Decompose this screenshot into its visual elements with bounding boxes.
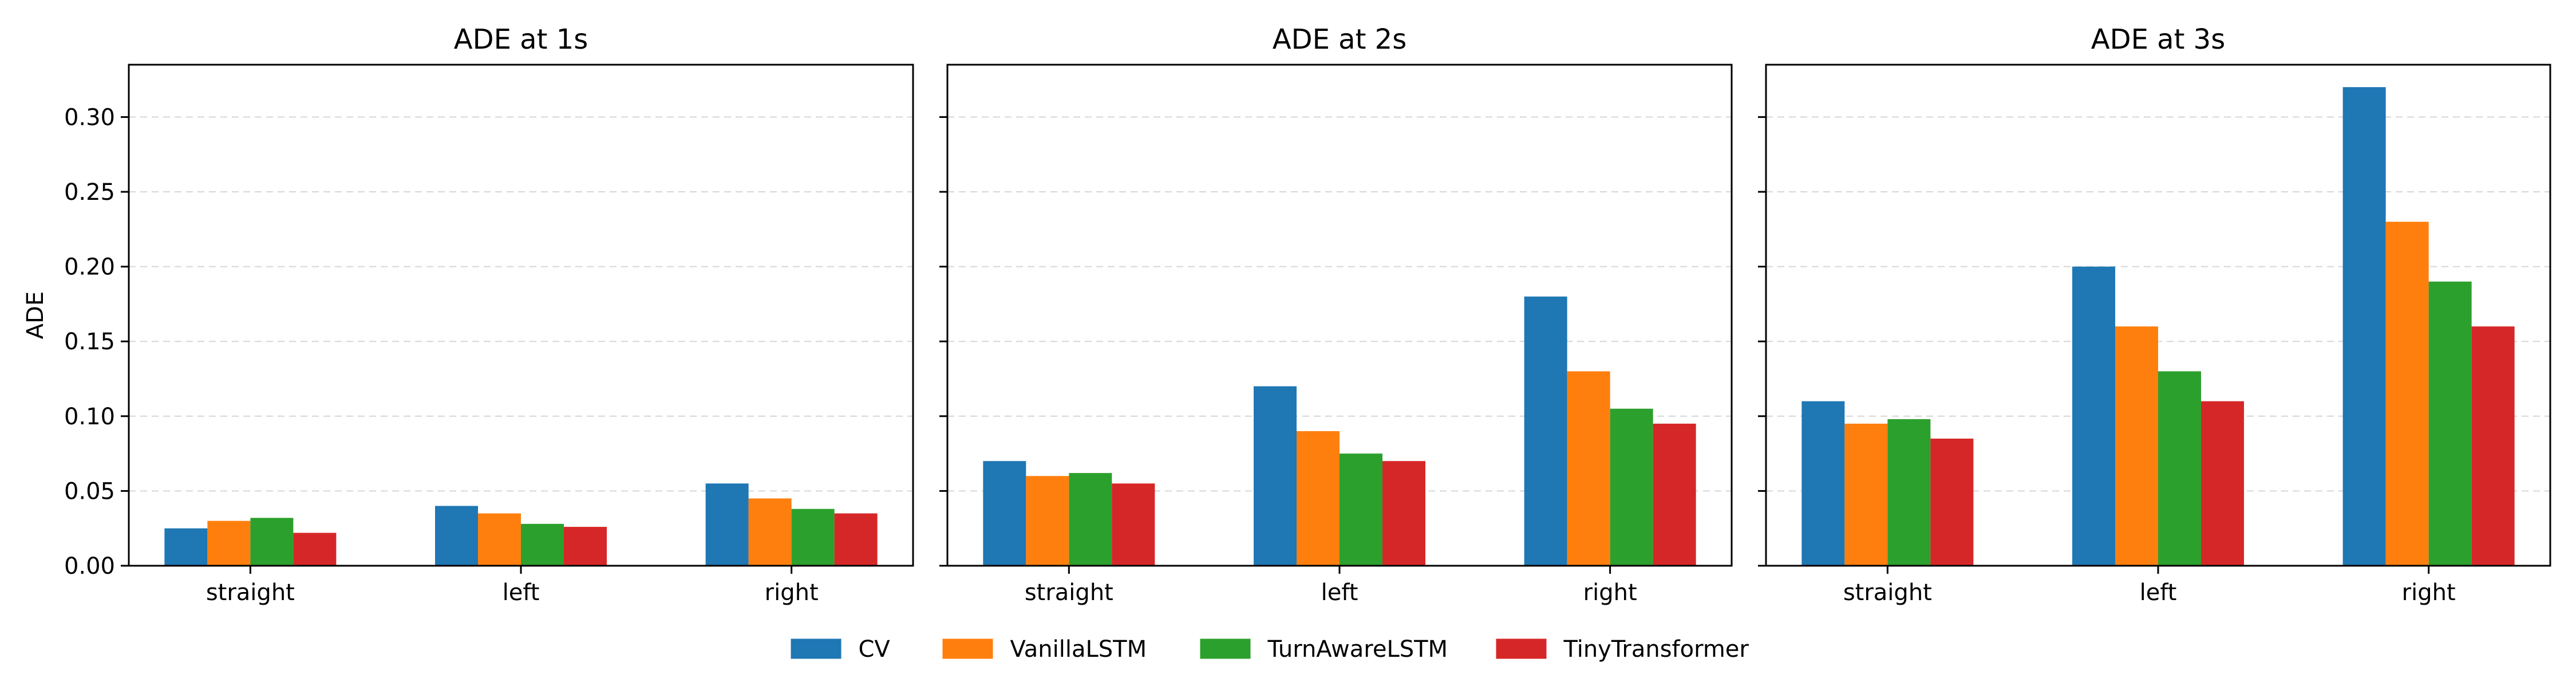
bar-VanillaLSTM-right bbox=[1567, 371, 1610, 566]
bar-TinyTransformer-left bbox=[564, 527, 607, 566]
bar-TurnAwareLSTM-right bbox=[1610, 408, 1653, 566]
bar-VanillaLSTM-straight bbox=[1026, 476, 1069, 566]
bar-CV-right bbox=[1524, 296, 1567, 566]
bar-CV-straight bbox=[1801, 401, 1845, 566]
bar-CV-straight bbox=[164, 528, 208, 566]
legend-label-TurnAwareLSTM: TurnAwareLSTM bbox=[1267, 636, 1448, 663]
x-tick-label: right bbox=[1583, 579, 1637, 606]
panel-title: ADE at 3s bbox=[2091, 23, 2225, 56]
legend-label-TinyTransformer: TinyTransformer bbox=[1563, 636, 1749, 663]
bar-VanillaLSTM-left bbox=[1297, 431, 1340, 566]
y-tick-label: 0.10 bbox=[64, 404, 115, 430]
bar-TinyTransformer-right bbox=[2471, 326, 2515, 566]
legend-swatch-TinyTransformer bbox=[1496, 638, 1547, 659]
x-tick-label: left bbox=[503, 579, 540, 606]
bar-CV-left bbox=[435, 506, 478, 566]
legend-swatch-CV bbox=[791, 638, 841, 659]
bar-TurnAwareLSTM-right bbox=[2428, 281, 2472, 566]
panel-1: 0.00 0.05 0.10 0.15 0.20 0.25 0.30 straight left… bbox=[64, 23, 914, 606]
x-tick-label: straight bbox=[1025, 579, 1113, 606]
legend-swatch-TurnAwareLSTM bbox=[1200, 638, 1251, 659]
legend-label-CV: CV bbox=[859, 636, 891, 663]
bar-TinyTransformer-straight bbox=[1112, 483, 1155, 566]
panel-title: ADE at 1s bbox=[454, 23, 588, 56]
y-tick-label: 0.15 bbox=[64, 329, 115, 355]
bar-TinyTransformer-left bbox=[1382, 461, 1425, 566]
y-tick-label: 0.25 bbox=[64, 179, 115, 206]
y-tick-label: 0.30 bbox=[64, 104, 115, 131]
y-tick-label: 0.20 bbox=[64, 254, 115, 281]
bar-CV-left bbox=[2072, 266, 2115, 566]
x-tick-label: right bbox=[2402, 579, 2456, 606]
bar-TurnAwareLSTM-left bbox=[1340, 454, 1382, 566]
bar-TurnAwareLSTM-right bbox=[791, 508, 835, 566]
panel-title: ADE at 2s bbox=[1273, 23, 1406, 56]
x-tick-label: left bbox=[2140, 579, 2177, 606]
bar-TinyTransformer-straight bbox=[1930, 438, 1974, 566]
bar-TurnAwareLSTM-straight bbox=[1887, 419, 1931, 566]
bar-CV-right bbox=[705, 483, 749, 566]
x-tick-label: right bbox=[765, 579, 819, 606]
bar-TurnAwareLSTM-straight bbox=[250, 518, 294, 566]
legend-swatch-VanillaLSTM bbox=[942, 638, 993, 659]
panel-3: straight left right ADE at 3s bbox=[1758, 23, 2551, 606]
legend: CV VanillaLSTM TurnAwareLSTM TinyTransforme… bbox=[791, 636, 1749, 663]
x-tick-label: straight bbox=[206, 579, 295, 606]
bar-VanillaLSTM-left bbox=[478, 513, 521, 566]
panel-2: straight left right ADE at 2s bbox=[939, 23, 1733, 606]
bar-TinyTransformer-left bbox=[2201, 401, 2244, 566]
bar-VanillaLSTM-straight bbox=[1844, 423, 1888, 566]
bar-VanillaLSTM-right bbox=[2385, 222, 2429, 566]
bar-CV-straight bbox=[983, 461, 1026, 566]
bar-CV-right bbox=[2342, 87, 2386, 566]
bar-TurnAwareLSTM-left bbox=[2158, 371, 2201, 566]
bar-TurnAwareLSTM-left bbox=[521, 523, 564, 566]
bar-TinyTransformer-right bbox=[1653, 423, 1696, 566]
bar-VanillaLSTM-right bbox=[748, 498, 792, 566]
x-tick-label: left bbox=[1321, 579, 1358, 606]
bar-TurnAwareLSTM-straight bbox=[1069, 473, 1112, 566]
bar-TinyTransformer-right bbox=[834, 513, 878, 566]
bar-CV-left bbox=[1254, 386, 1297, 566]
y-tick-label: 0.00 bbox=[64, 553, 115, 579]
bar-VanillaLSTM-straight bbox=[207, 521, 251, 566]
bar-VanillaLSTM-left bbox=[2115, 326, 2158, 566]
y-tick-label: 0.05 bbox=[64, 478, 115, 504]
x-tick-label: straight bbox=[1843, 579, 1932, 606]
legend-label-VanillaLSTM: VanillaLSTM bbox=[1010, 636, 1147, 663]
bar-TinyTransformer-straight bbox=[293, 533, 337, 566]
y-axis-label: ADE bbox=[22, 291, 49, 339]
